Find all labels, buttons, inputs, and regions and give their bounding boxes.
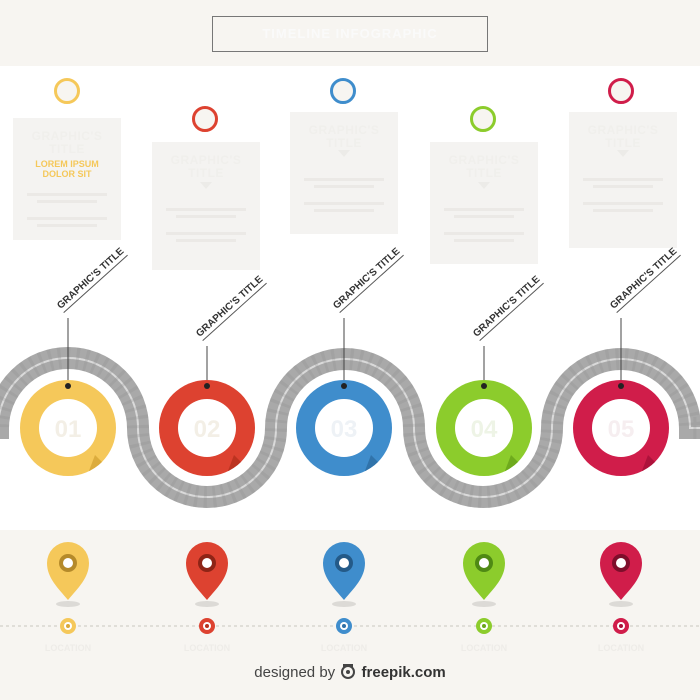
location-label: LOCATION	[460, 643, 508, 653]
card-arrow	[338, 150, 350, 157]
step-marker-2	[192, 106, 218, 132]
location-label: LOCATION	[597, 643, 645, 653]
location-pin-icon	[600, 542, 642, 607]
card-title: GRAPHIC'S TITLE	[587, 123, 659, 150]
info-card-5: GRAPHIC'S TITLE	[569, 112, 677, 248]
card-title: GRAPHIC'S TITLE	[448, 153, 520, 180]
location-pin-icon	[47, 542, 89, 607]
card-subtitle: LOREM IPSUM DOLOR SIT	[35, 159, 99, 179]
info-card-3: GRAPHIC'S TITLE	[290, 112, 398, 234]
page-title: TIMELINE INFOGRAPHIC	[212, 16, 488, 52]
card-arrow	[478, 182, 490, 189]
step-number: 03	[331, 416, 358, 443]
footer-credit: designed by freepik.com	[0, 663, 700, 683]
location-label: LOCATION	[44, 643, 92, 653]
step-circle-5	[573, 380, 669, 476]
header-band	[0, 0, 700, 66]
location-dot	[60, 618, 629, 634]
step-circle-4	[436, 380, 532, 476]
designed-by-text: designed by	[254, 664, 336, 681]
info-card-4: GRAPHIC'S TITLE	[430, 142, 538, 264]
freepik-logo-icon	[339, 663, 357, 683]
card-arrow	[617, 150, 629, 157]
card-title: GRAPHIC'S TITLE	[170, 153, 242, 180]
step-number: 02	[194, 416, 221, 443]
card-title: GRAPHIC'S TITLE	[308, 123, 380, 150]
card-title: GRAPHIC'S TITLE	[31, 129, 103, 156]
location-pin-icon	[186, 542, 228, 607]
step-number: 05	[608, 416, 635, 443]
location-pin-icon	[463, 542, 505, 607]
location-label: LOCATION	[183, 643, 231, 653]
info-card-1: GRAPHIC'S TITLE LOREM IPSUM DOLOR SIT	[13, 118, 121, 240]
step-number: 04	[471, 416, 498, 443]
step-circle-1	[20, 380, 116, 476]
card-arrow	[200, 182, 212, 189]
info-card-2: GRAPHIC'S TITLE	[152, 142, 260, 270]
step-marker-4	[470, 106, 496, 132]
location-pin-icon	[323, 542, 365, 607]
location-label: LOCATION	[320, 643, 368, 653]
step-circle-3	[296, 380, 392, 476]
road	[0, 347, 700, 508]
step-marker-1	[54, 78, 80, 104]
step-marker-5	[608, 78, 634, 104]
brand-link[interactable]: freepik.com	[361, 664, 446, 681]
step-number: 01	[55, 416, 82, 443]
step-circle-2	[159, 380, 255, 476]
step-marker-3	[330, 78, 356, 104]
